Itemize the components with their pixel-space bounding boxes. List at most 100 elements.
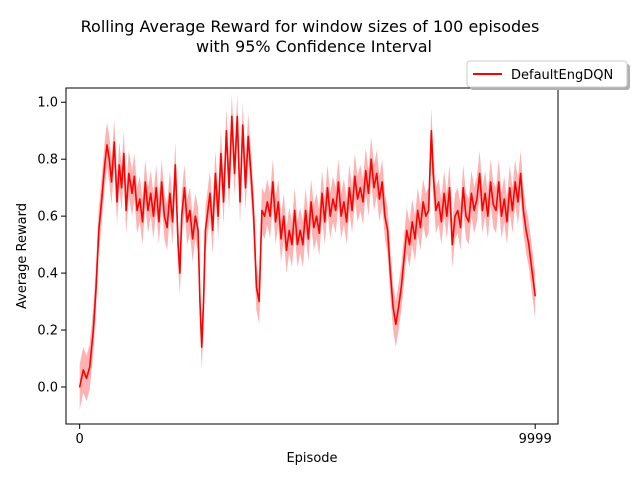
data-point-0-10 <box>108 158 110 160</box>
data-point-0-73 <box>272 181 274 183</box>
data-point-0-110 <box>373 187 375 189</box>
data-point-0-28 <box>155 187 157 189</box>
data-point-0-105 <box>359 187 361 189</box>
data-point-0-40 <box>186 221 188 223</box>
data-point-0-135 <box>440 221 442 223</box>
data-point-0-79 <box>288 229 290 231</box>
data-point-0-5 <box>95 286 97 288</box>
x-tick-label: 0 <box>76 432 84 447</box>
data-point-0-116 <box>389 272 391 274</box>
data-point-0-11 <box>110 181 113 183</box>
data-point-0-3 <box>89 366 91 368</box>
data-point-0-99 <box>343 201 345 203</box>
data-point-0-123 <box>408 244 411 246</box>
data-point-0-163 <box>517 201 519 203</box>
x-tick-label: 9999 <box>519 432 552 447</box>
data-point-0-144 <box>465 215 467 217</box>
data-point-0-117 <box>392 306 394 308</box>
data-point-0-65 <box>250 172 252 175</box>
confidence-band-0 <box>79 93 536 410</box>
data-point-0-62 <box>242 124 244 126</box>
data-point-0-41 <box>189 209 191 212</box>
data-point-0-90 <box>318 232 320 234</box>
data-point-0-106 <box>362 201 364 203</box>
data-point-0-71 <box>266 201 268 203</box>
y-tick-label: 0.6 <box>37 210 58 225</box>
data-point-0-51 <box>212 229 214 231</box>
data-point-0-19 <box>131 192 133 194</box>
x-axis-label: Episode <box>286 451 337 466</box>
data-point-0-85 <box>305 209 307 212</box>
data-point-0-104 <box>356 198 359 200</box>
y-tick-label: 0.2 <box>37 324 58 339</box>
data-point-0-154 <box>492 204 494 206</box>
data-point-0-168 <box>530 266 533 268</box>
data-point-0-138 <box>448 187 451 189</box>
data-point-0-112 <box>378 198 381 200</box>
data-point-0-157 <box>500 215 503 217</box>
data-point-0-81 <box>294 209 296 212</box>
data-point-0-24 <box>144 181 146 183</box>
data-point-0-66 <box>253 215 255 217</box>
data-point-0-89 <box>315 215 318 217</box>
data-point-0-159 <box>506 221 508 223</box>
data-point-0-42 <box>192 238 194 240</box>
plot-area <box>78 93 536 410</box>
data-point-0-67 <box>255 286 258 288</box>
data-point-0-53 <box>217 215 219 217</box>
data-point-0-129 <box>425 215 427 217</box>
data-point-0-58 <box>231 115 233 118</box>
data-point-0-125 <box>414 238 416 240</box>
data-point-0-72 <box>269 215 271 217</box>
data-point-0-114 <box>384 215 386 217</box>
data-point-0-18 <box>128 172 130 175</box>
data-point-0-121 <box>403 258 405 260</box>
data-point-0-60 <box>236 115 238 118</box>
data-point-0-74 <box>274 221 277 223</box>
data-point-0-124 <box>411 221 413 223</box>
data-point-0-75 <box>277 201 279 203</box>
data-point-0-86 <box>307 238 309 240</box>
y-tick-label: 1.0 <box>37 96 58 111</box>
data-point-0-107 <box>365 169 367 172</box>
data-point-0-139 <box>451 244 453 246</box>
data-point-0-132 <box>432 172 434 175</box>
data-point-0-78 <box>285 249 288 251</box>
data-point-0-158 <box>503 198 505 200</box>
data-point-0-156 <box>498 181 500 183</box>
data-point-0-142 <box>459 226 462 229</box>
data-point-0-27 <box>152 215 155 217</box>
data-point-0-8 <box>104 164 106 166</box>
data-point-0-133 <box>435 209 437 212</box>
data-point-0-39 <box>183 187 186 189</box>
data-point-0-12 <box>113 141 115 143</box>
data-point-0-29 <box>158 221 160 223</box>
data-point-0-14 <box>118 164 120 166</box>
data-point-0-143 <box>462 187 464 189</box>
data-point-0-87 <box>310 201 312 203</box>
data-point-0-109 <box>370 158 372 160</box>
data-point-0-45 <box>199 300 201 303</box>
data-point-0-69 <box>261 209 263 212</box>
data-point-0-0 <box>79 386 81 388</box>
y-tick-label: 0.8 <box>37 153 58 168</box>
data-point-0-68 <box>258 300 260 303</box>
data-point-0-15 <box>120 187 123 189</box>
data-point-0-155 <box>495 209 497 212</box>
data-point-0-43 <box>194 215 196 217</box>
data-point-0-113 <box>381 181 383 183</box>
data-point-0-103 <box>354 175 356 177</box>
data-point-0-101 <box>348 187 350 189</box>
data-point-0-54 <box>220 152 222 155</box>
data-point-0-76 <box>280 238 282 240</box>
data-point-0-63 <box>244 187 247 189</box>
data-point-0-118 <box>395 323 397 325</box>
data-point-0-25 <box>147 209 149 212</box>
data-point-0-128 <box>422 201 424 203</box>
data-point-0-47 <box>202 300 205 303</box>
data-point-0-35 <box>174 164 176 166</box>
chart-title-line-1: Rolling Average Reward for window sizes … <box>81 17 540 36</box>
data-point-0-46 <box>201 346 203 348</box>
data-point-0-20 <box>133 175 135 177</box>
